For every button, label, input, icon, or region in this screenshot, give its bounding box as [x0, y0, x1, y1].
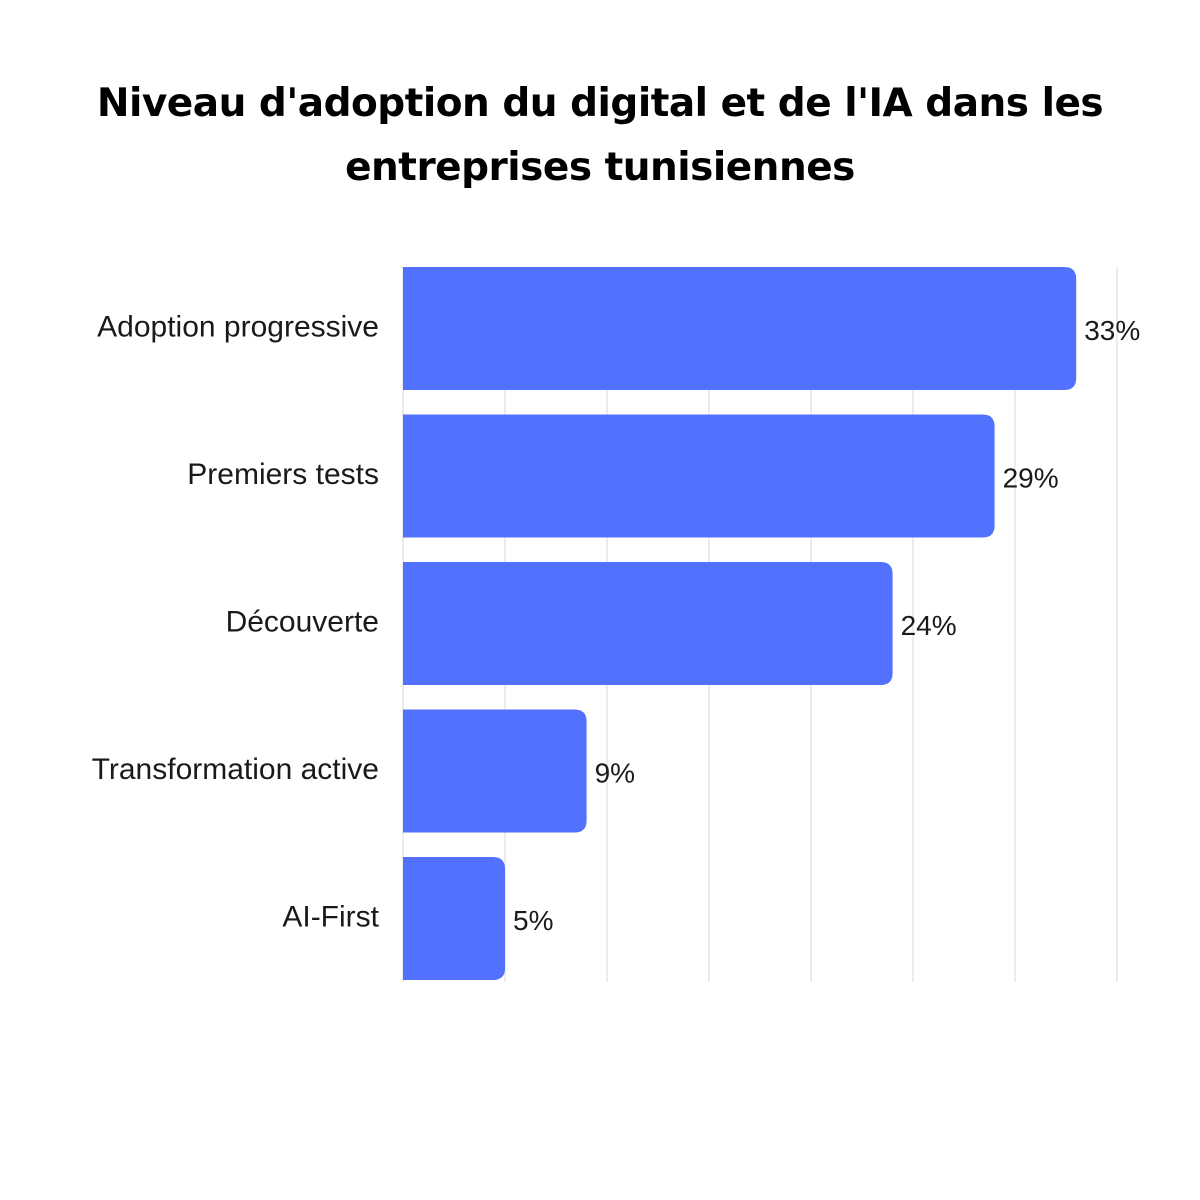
category-labels: Adoption progressive Premiers tests Découv…	[92, 310, 380, 933]
category-label: Premiers tests	[187, 458, 379, 491]
value-labels: 33% 29% 24% 9% 5%	[513, 315, 1140, 936]
value-label: 29%	[1003, 462, 1059, 493]
category-label: AI-First	[282, 900, 379, 933]
bar	[403, 414, 995, 538]
chart-title: Niveau d'adoption du digital et de l'IA …	[96, 81, 1104, 190]
category-label: Transformation active	[92, 753, 379, 786]
category-label: Adoption progressive	[97, 310, 379, 343]
bar	[403, 709, 587, 833]
value-label: 9%	[595, 757, 635, 788]
bars	[403, 267, 1077, 980]
bar	[403, 267, 1077, 390]
category-label: Découverte	[226, 605, 379, 638]
value-label: 5%	[513, 905, 553, 936]
bar	[403, 562, 893, 685]
value-label: 33%	[1084, 315, 1140, 346]
bar	[403, 857, 505, 980]
value-label: 24%	[901, 610, 957, 641]
